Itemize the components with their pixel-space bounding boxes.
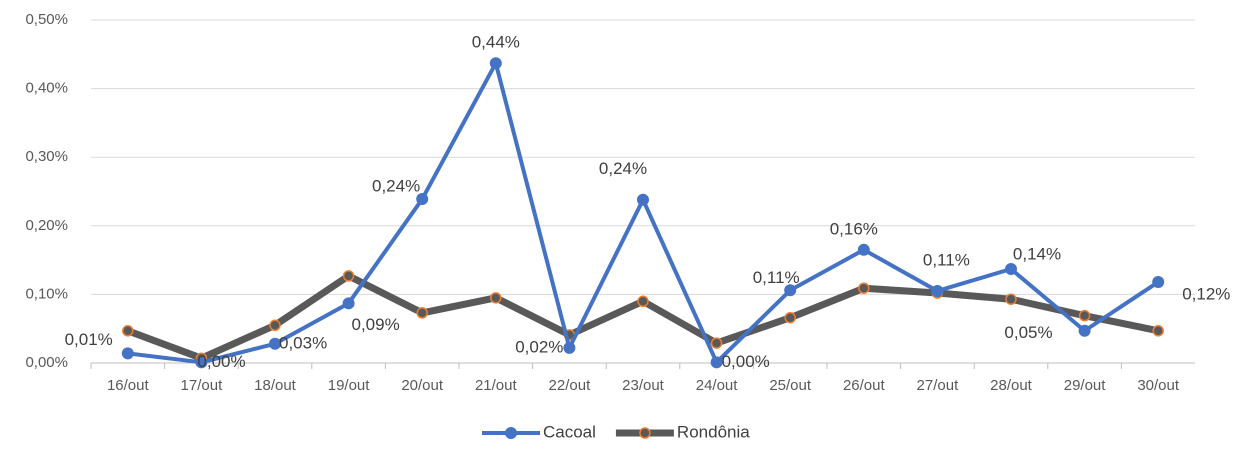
marker — [931, 284, 944, 297]
data-label: 0,00% — [197, 352, 245, 371]
x-tick-label: 24/out — [696, 377, 739, 394]
marker — [784, 284, 797, 297]
y-tick-label: 0,40% — [25, 80, 68, 97]
data-label: 0,14% — [1013, 245, 1061, 264]
x-tick-label: 25/out — [769, 377, 812, 394]
data-label: 0,24% — [599, 159, 647, 178]
marker — [710, 337, 723, 349]
marker — [489, 57, 502, 70]
data-label: 0,09% — [351, 315, 399, 334]
marker — [269, 319, 281, 332]
x-tick-label: 18/out — [254, 377, 297, 394]
x-tick-label: 22/out — [549, 377, 592, 394]
data-label: 0,44% — [472, 33, 520, 52]
x-tick-label: 30/out — [1137, 377, 1180, 394]
marker — [122, 325, 134, 337]
y-tick-label: 0,20% — [25, 217, 68, 234]
data-label: 0,16% — [830, 219, 878, 238]
marker — [637, 295, 649, 308]
y-tick-label: 0,30% — [25, 148, 68, 165]
marker — [195, 356, 208, 369]
marker — [1005, 263, 1017, 276]
marker — [1078, 309, 1091, 322]
marker — [857, 243, 870, 256]
x-tick-label: 16/out — [107, 377, 150, 394]
x-tick-label: 17/out — [181, 377, 224, 394]
marker — [416, 307, 428, 319]
marker — [269, 337, 281, 350]
marker — [342, 270, 355, 282]
x-tick-label: 20/out — [401, 377, 444, 394]
x-tick-label: 29/out — [1064, 377, 1107, 394]
x-tick-label: 19/out — [328, 377, 371, 394]
marker — [490, 292, 502, 304]
marker — [121, 347, 134, 360]
data-label: 0,11% — [753, 268, 800, 287]
x-tick-label: 27/out — [917, 377, 960, 394]
marker — [784, 311, 796, 324]
data-label: 0,11% — [923, 250, 970, 269]
legend-label: Rondônia — [677, 422, 750, 441]
marker — [858, 282, 870, 294]
marker — [416, 193, 429, 206]
marker — [1005, 293, 1017, 305]
data-label: 0,02% — [515, 337, 563, 356]
legend-label: Cacoal — [543, 422, 596, 441]
marker — [637, 193, 649, 206]
data-label: 0,01% — [65, 330, 113, 349]
x-tick-label: 23/out — [622, 377, 665, 394]
data-label: 0,05% — [1004, 323, 1052, 342]
legend-marker — [639, 427, 651, 439]
data-label: 0,12% — [1182, 285, 1230, 304]
marker — [710, 356, 723, 369]
marker — [1152, 325, 1164, 337]
data-label: 0,03% — [279, 333, 327, 352]
marker — [342, 297, 355, 310]
marker — [1078, 324, 1091, 337]
x-tick-label: 21/out — [475, 377, 518, 394]
y-tick-label: 0,00% — [25, 354, 68, 371]
legend-marker — [505, 427, 517, 439]
marker — [563, 341, 576, 354]
x-tick-label: 26/out — [843, 377, 886, 394]
y-tick-label: 0,50% — [25, 11, 68, 28]
data-label: 0,24% — [372, 177, 420, 196]
data-label: 0,00% — [722, 352, 770, 371]
marker — [1152, 276, 1165, 289]
y-tick-label: 0,10% — [25, 285, 68, 302]
x-tick-label: 28/out — [990, 377, 1033, 394]
